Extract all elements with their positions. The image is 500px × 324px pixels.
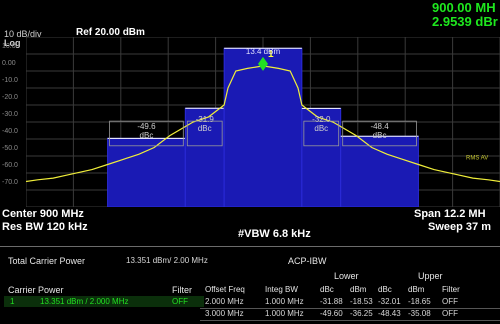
- table-cell: -36.25: [350, 309, 373, 318]
- marker-diamond: [258, 56, 268, 71]
- lower-header: Lower: [334, 271, 359, 281]
- table-cell: 3.000 MHz: [205, 309, 244, 318]
- table-cell: -18.53: [350, 297, 373, 306]
- resolution-bandwidth: Res BW 120 kHz: [2, 221, 88, 233]
- table-cell: 1.000 MHz: [265, 297, 304, 306]
- acp-value-label: -31.9: [196, 115, 215, 124]
- table-cell: -35.08: [408, 309, 431, 318]
- y-tick-label: 10.0: [2, 43, 16, 50]
- acp-column-header: Offset Freq: [205, 285, 245, 294]
- marker-power: 2.9539 dBr: [432, 14, 498, 29]
- acp-label-box: [303, 120, 340, 147]
- acp-label-box: [342, 120, 417, 147]
- y-tick-label: -50.0: [2, 145, 18, 152]
- acp-value-label: dBc: [314, 124, 328, 133]
- table-cell: OFF: [442, 309, 458, 318]
- sweep-time: Sweep 37 m: [428, 221, 491, 233]
- acp-column-header: dBc: [378, 285, 392, 294]
- acp-column-header: dBm: [408, 285, 425, 294]
- top-bar: [0, 0, 500, 36]
- upper-header: Upper: [418, 271, 443, 281]
- y-tick-label: -60.0: [2, 162, 18, 169]
- y-tick-label: -20.0: [2, 94, 18, 101]
- acp-bar: [184, 107, 225, 207]
- acp-bar: [107, 137, 186, 207]
- table-cell: -48.43: [378, 309, 401, 318]
- table-cell: -18.65: [408, 297, 431, 306]
- acp-value-label: 13.4 dBm: [246, 47, 281, 56]
- acp-title: ACP-IBW: [288, 256, 327, 266]
- frequency-span: Span 12.2 MH: [414, 208, 486, 220]
- total-carrier-power-label: Total Carrier Power: [8, 256, 86, 266]
- table-separator: [0, 246, 500, 247]
- video-bandwidth: #VBW 6.8 kHz: [238, 228, 311, 240]
- center-frequency: Center 900 MHz: [2, 208, 84, 220]
- y-tick-label: -40.0: [2, 128, 18, 135]
- y-tick-label: 0.00: [2, 60, 16, 67]
- spectrum-plot: 1 RMS AV -49.6 dBc -31.9 dBc 13.4 dBm -32.0 dBc -…: [26, 37, 500, 207]
- y-tick-label: -10.0: [2, 77, 18, 84]
- scale-per-div: 10 dB/div: [4, 29, 42, 39]
- acp-column-header: dBc: [320, 285, 334, 294]
- carrier-filter-label: Filter: [172, 285, 192, 295]
- y-tick-label: -30.0: [2, 111, 18, 118]
- total-carrier-power-value: 13.351 dBm/ 2.00 MHz: [126, 256, 208, 265]
- acp-column-header: Filter: [442, 285, 460, 294]
- acp-column-header: dBm: [350, 285, 367, 294]
- acp-bar: [223, 47, 303, 207]
- table-cell: -31.88: [320, 297, 343, 306]
- acp-value-label: -49.6: [137, 122, 156, 131]
- carrier-row-index: 1: [10, 297, 15, 306]
- marker-number: 1: [268, 49, 274, 60]
- carrier-row-value: 13.351 dBm / 2.000 MHz: [40, 297, 129, 306]
- acp-bar: [340, 135, 419, 207]
- log-label: Log: [4, 38, 21, 48]
- acp-label-box: [186, 120, 223, 147]
- table-cell: 1.000 MHz: [265, 309, 304, 318]
- carrier-row-filter: OFF: [172, 297, 188, 306]
- table-row: [200, 320, 500, 321]
- table-cell: -32.01: [378, 297, 401, 306]
- acp-value-label: dBc: [198, 124, 212, 133]
- trace-detector-label: RMS AV: [466, 155, 488, 161]
- carrier-row-highlight: [4, 296, 204, 307]
- acp-value-label: dBc: [140, 131, 154, 140]
- table-row: [200, 308, 500, 309]
- marker-frequency: 900.00 MH: [432, 0, 496, 15]
- reference-level: Ref 20.00 dBm: [76, 27, 145, 38]
- carrier-power-label: Carrier Power: [8, 285, 64, 295]
- acp-column-header: Integ BW: [265, 285, 298, 294]
- acp-value-label: -48.4: [370, 122, 389, 131]
- acp-label-box: [109, 120, 184, 147]
- table-cell: OFF: [442, 297, 458, 306]
- acp-value-label: -32.0: [312, 115, 331, 124]
- y-tick-label: -70.0: [2, 179, 18, 186]
- table-cell: 2.000 MHz: [205, 297, 244, 306]
- table-cell: -49.60: [320, 309, 343, 318]
- acp-value-label: dBc: [373, 131, 387, 140]
